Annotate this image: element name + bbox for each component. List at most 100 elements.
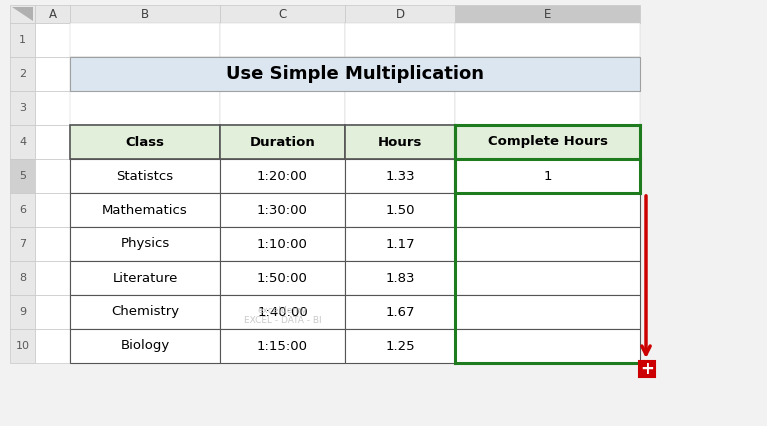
Text: 1.33: 1.33 bbox=[385, 170, 415, 182]
Bar bbox=[35, 261, 70, 295]
Text: 6: 6 bbox=[19, 205, 26, 215]
Bar bbox=[10, 57, 35, 91]
Bar bbox=[220, 125, 345, 159]
Bar bbox=[70, 227, 220, 261]
Text: Physics: Physics bbox=[120, 238, 170, 250]
Bar bbox=[10, 261, 35, 295]
Bar bbox=[455, 125, 640, 159]
Bar bbox=[220, 295, 345, 329]
Bar bbox=[220, 57, 345, 91]
Bar bbox=[70, 193, 220, 227]
Text: 1.17: 1.17 bbox=[385, 238, 415, 250]
Text: 1:40:00: 1:40:00 bbox=[257, 305, 308, 319]
Bar bbox=[345, 227, 455, 261]
Text: 1.25: 1.25 bbox=[385, 340, 415, 352]
Bar bbox=[70, 23, 220, 57]
Bar bbox=[220, 23, 345, 57]
Text: 1: 1 bbox=[543, 170, 551, 182]
Bar bbox=[455, 193, 640, 227]
Bar bbox=[10, 91, 35, 125]
Text: Hours: Hours bbox=[378, 135, 422, 149]
Bar bbox=[70, 261, 220, 295]
Bar bbox=[220, 227, 345, 261]
Text: 8: 8 bbox=[19, 273, 26, 283]
Bar bbox=[35, 91, 70, 125]
Bar bbox=[35, 227, 70, 261]
Text: D: D bbox=[396, 8, 404, 20]
Bar bbox=[455, 261, 640, 295]
Bar bbox=[220, 261, 345, 295]
Bar bbox=[345, 295, 455, 329]
Text: Use Simple Multiplication: Use Simple Multiplication bbox=[226, 65, 484, 83]
Bar bbox=[70, 193, 220, 227]
Bar bbox=[455, 193, 640, 227]
Bar bbox=[345, 159, 455, 193]
Bar bbox=[455, 159, 640, 193]
Bar bbox=[345, 295, 455, 329]
Bar bbox=[70, 227, 220, 261]
Bar bbox=[345, 57, 455, 91]
Bar bbox=[345, 329, 455, 363]
Bar bbox=[345, 329, 455, 363]
Text: C: C bbox=[278, 8, 287, 20]
Bar bbox=[345, 125, 455, 159]
Bar bbox=[35, 193, 70, 227]
Text: 1:10:00: 1:10:00 bbox=[257, 238, 308, 250]
Bar bbox=[455, 227, 640, 261]
Text: 7: 7 bbox=[19, 239, 26, 249]
Bar bbox=[345, 91, 455, 125]
Bar bbox=[455, 329, 640, 363]
Bar bbox=[35, 57, 70, 91]
Text: B: B bbox=[141, 8, 149, 20]
Bar bbox=[35, 295, 70, 329]
Bar bbox=[35, 125, 70, 159]
Bar bbox=[345, 227, 455, 261]
Bar bbox=[10, 295, 35, 329]
Text: +: + bbox=[640, 360, 654, 378]
Text: 1:30:00: 1:30:00 bbox=[257, 204, 308, 216]
Text: Biology: Biology bbox=[120, 340, 170, 352]
Bar bbox=[220, 329, 345, 363]
Text: 4: 4 bbox=[19, 137, 26, 147]
Bar bbox=[10, 193, 35, 227]
Bar bbox=[455, 329, 640, 363]
Bar bbox=[220, 91, 345, 125]
Bar bbox=[455, 125, 640, 159]
Text: exceldemy
EXCEL - DATA - BI: exceldemy EXCEL - DATA - BI bbox=[244, 306, 321, 325]
Bar bbox=[345, 193, 455, 227]
Text: Class: Class bbox=[126, 135, 164, 149]
Bar bbox=[345, 125, 455, 159]
Bar bbox=[345, 5, 455, 23]
Bar bbox=[10, 125, 35, 159]
Bar bbox=[70, 91, 220, 125]
Text: Complete Hours: Complete Hours bbox=[488, 135, 607, 149]
Bar bbox=[70, 5, 220, 23]
Bar bbox=[70, 295, 220, 329]
Text: 5: 5 bbox=[19, 171, 26, 181]
Bar bbox=[345, 261, 455, 295]
Bar bbox=[220, 295, 345, 329]
Bar bbox=[455, 295, 640, 329]
Bar bbox=[10, 227, 35, 261]
Bar bbox=[70, 295, 220, 329]
Bar bbox=[455, 261, 640, 295]
Text: 1:15:00: 1:15:00 bbox=[257, 340, 308, 352]
Bar bbox=[220, 125, 345, 159]
Text: Statistcs: Statistcs bbox=[117, 170, 173, 182]
Text: 1.67: 1.67 bbox=[385, 305, 415, 319]
Bar bbox=[70, 125, 220, 159]
Bar bbox=[70, 329, 220, 363]
Text: 9: 9 bbox=[19, 307, 26, 317]
Bar bbox=[220, 193, 345, 227]
Bar bbox=[220, 193, 345, 227]
Bar bbox=[35, 159, 70, 193]
Bar bbox=[220, 5, 345, 23]
Bar bbox=[455, 295, 640, 329]
Bar bbox=[70, 261, 220, 295]
Text: 10: 10 bbox=[15, 341, 29, 351]
Bar bbox=[70, 159, 220, 193]
Bar bbox=[70, 329, 220, 363]
Bar bbox=[345, 23, 455, 57]
Bar bbox=[70, 159, 220, 193]
Bar bbox=[455, 23, 640, 57]
